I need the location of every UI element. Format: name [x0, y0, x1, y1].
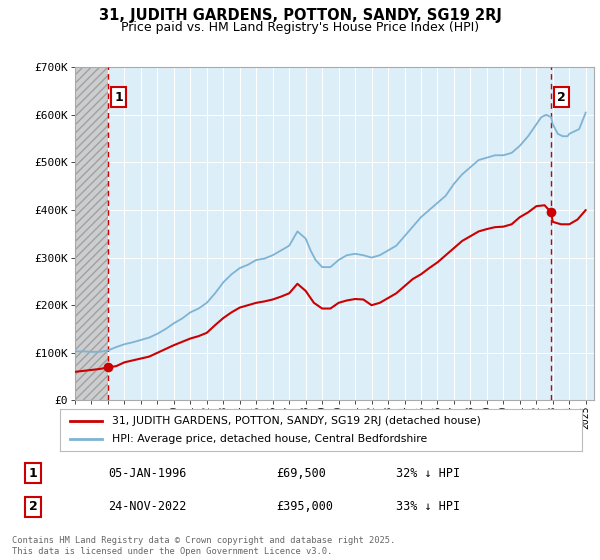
Text: HPI: Average price, detached house, Central Bedfordshire: HPI: Average price, detached house, Cent… [112, 434, 427, 444]
Text: 31, JUDITH GARDENS, POTTON, SANDY, SG19 2RJ: 31, JUDITH GARDENS, POTTON, SANDY, SG19 … [98, 8, 502, 24]
Text: £395,000: £395,000 [276, 500, 333, 514]
Text: £69,500: £69,500 [276, 466, 326, 480]
Bar [75, 67, 109, 400]
Text: 2: 2 [29, 500, 37, 514]
Text: 32% ↓ HPI: 32% ↓ HPI [396, 466, 460, 480]
Text: 2: 2 [557, 91, 566, 104]
Text: Price paid vs. HM Land Registry's House Price Index (HPI): Price paid vs. HM Land Registry's House … [121, 21, 479, 34]
Text: 1: 1 [114, 91, 123, 104]
Text: 1: 1 [29, 466, 37, 480]
Text: 24-NOV-2022: 24-NOV-2022 [108, 500, 187, 514]
Text: Contains HM Land Registry data © Crown copyright and database right 2025.
This d: Contains HM Land Registry data © Crown c… [12, 536, 395, 556]
Text: 31, JUDITH GARDENS, POTTON, SANDY, SG19 2RJ (detached house): 31, JUDITH GARDENS, POTTON, SANDY, SG19 … [112, 416, 481, 426]
Text: 05-JAN-1996: 05-JAN-1996 [108, 466, 187, 480]
Text: 33% ↓ HPI: 33% ↓ HPI [396, 500, 460, 514]
